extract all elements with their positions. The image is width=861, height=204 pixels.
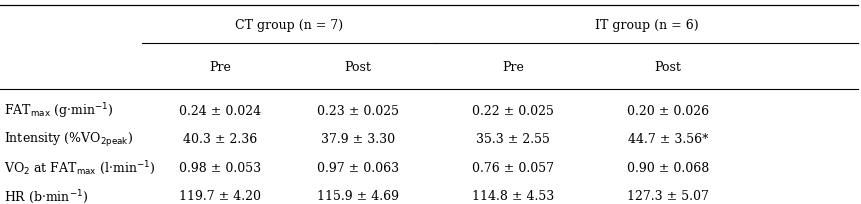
Text: 0.76 ± 0.057: 0.76 ± 0.057	[471, 162, 554, 175]
Text: 0.90 ± 0.068: 0.90 ± 0.068	[626, 162, 709, 175]
Text: 0.22 ± 0.025: 0.22 ± 0.025	[472, 105, 553, 118]
Text: 127.3 ± 5.07: 127.3 ± 5.07	[627, 190, 708, 203]
Text: 0.20 ± 0.026: 0.20 ± 0.026	[626, 105, 709, 118]
Text: 0.24 ± 0.024: 0.24 ± 0.024	[178, 105, 261, 118]
Text: 0.23 ± 0.025: 0.23 ± 0.025	[316, 105, 399, 118]
Text: 0.97 ± 0.063: 0.97 ± 0.063	[316, 162, 399, 175]
Text: Pre: Pre	[501, 61, 523, 74]
Text: VO$_{\mathrm{2}}$ at FAT$_{\mathrm{max}}$ (l·min$^{-1}$): VO$_{\mathrm{2}}$ at FAT$_{\mathrm{max}}…	[4, 159, 156, 177]
Text: 114.8 ± 4.53: 114.8 ± 4.53	[471, 190, 554, 203]
Text: 119.7 ± 4.20: 119.7 ± 4.20	[178, 190, 261, 203]
Text: 44.7 ± 3.56*: 44.7 ± 3.56*	[627, 133, 708, 146]
Text: Intensity (%VO$_{\mathrm{2peak}}$): Intensity (%VO$_{\mathrm{2peak}}$)	[4, 131, 133, 149]
Text: 35.3 ± 2.55: 35.3 ± 2.55	[475, 133, 549, 146]
Text: Post: Post	[344, 61, 371, 74]
Text: HR (b·min$^{-1}$): HR (b·min$^{-1}$)	[4, 188, 89, 204]
Text: Post: Post	[653, 61, 681, 74]
Text: FAT$_{\mathrm{max}}$ (g·min$^{-1}$): FAT$_{\mathrm{max}}$ (g·min$^{-1}$)	[4, 101, 114, 121]
Text: 0.98 ± 0.053: 0.98 ± 0.053	[178, 162, 261, 175]
Text: 40.3 ± 2.36: 40.3 ± 2.36	[183, 133, 257, 146]
Text: 37.9 ± 3.30: 37.9 ± 3.30	[320, 133, 394, 146]
Text: Pre: Pre	[208, 61, 231, 74]
Text: 115.9 ± 4.69: 115.9 ± 4.69	[316, 190, 399, 203]
Text: CT group (n = 7): CT group (n = 7)	[234, 19, 343, 32]
Text: IT group (n = 6): IT group (n = 6)	[594, 19, 697, 32]
